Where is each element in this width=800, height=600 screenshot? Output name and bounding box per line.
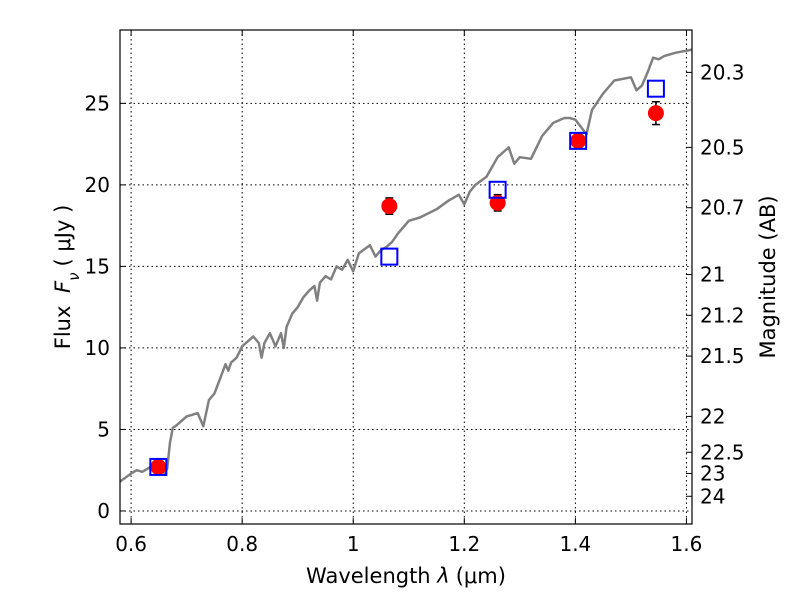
plot-frame <box>119 29 693 525</box>
model-point <box>149 457 168 476</box>
model-point <box>380 247 399 266</box>
y2-tick-label: 20.3 <box>700 60 745 84</box>
model-point <box>646 79 665 98</box>
axis-ticks: 0.6 0.8 1 1.2 1.4 1.6 0 5 10 15 20 25 20.3 20.5 20.7 21… <box>85 30 745 556</box>
y2-tick-label: 22 <box>700 404 725 428</box>
y-tick-label: 15 <box>85 254 110 278</box>
y-axis-label: Flux Fν( μJy ) <box>51 205 83 350</box>
y-tick-label: 5 <box>97 417 110 441</box>
data-points <box>149 79 665 476</box>
x-tick-label: 1.6 <box>671 532 703 556</box>
x-axis-label: Wavelength λ (μm) <box>306 564 506 588</box>
y2-tick-label: 21 <box>700 263 725 287</box>
y2-tick-label: 20.7 <box>700 196 745 220</box>
y-tick-label: 25 <box>85 91 110 115</box>
y2-tick-label: 24 <box>700 484 725 508</box>
observed-point <box>381 198 398 215</box>
grid <box>120 30 692 524</box>
y-tick-label: 10 <box>85 336 110 360</box>
model-point <box>569 131 588 150</box>
y2-tick-label: 22.5 <box>700 440 745 464</box>
observed-point <box>647 105 664 122</box>
observed-point <box>489 194 506 211</box>
model-spectrum-line <box>119 48 693 483</box>
y2-tick-label: 21.2 <box>700 303 745 327</box>
y2-tick-label: 21.5 <box>700 344 745 368</box>
observed-point <box>570 132 587 149</box>
y-tick-label: 0 <box>97 499 110 523</box>
x-tick-label: 0.6 <box>115 532 147 556</box>
y2-axis-label: Magnitude (AB) <box>756 195 780 358</box>
y-tick-label: 20 <box>85 173 110 197</box>
y2-tick-label: 23 <box>700 461 725 485</box>
model-point <box>488 180 507 199</box>
x-tick-label: 1.2 <box>448 532 480 556</box>
model-spectrum-layer <box>119 48 693 483</box>
observed-point <box>150 458 167 475</box>
x-tick-label: 0.8 <box>226 532 258 556</box>
axis-labels: Wavelength λ (μm) Flux Fν( μJy ) Magnitud… <box>51 195 780 588</box>
y2-tick-label: 20.5 <box>700 135 745 159</box>
x-tick-label: 1 <box>347 532 360 556</box>
x-tick-label: 1.4 <box>559 532 591 556</box>
